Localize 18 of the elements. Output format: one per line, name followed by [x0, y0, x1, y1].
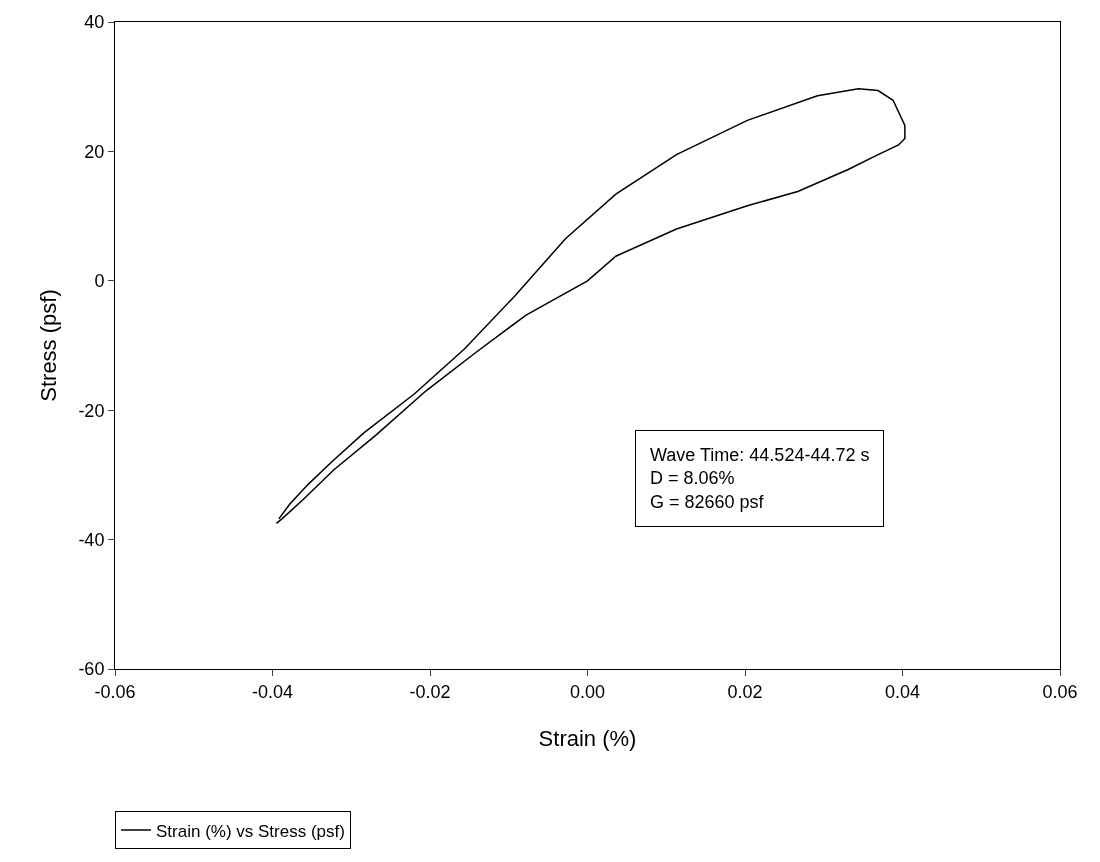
y-tick-label: 0 [94, 271, 105, 292]
y-tick-label: -20 [78, 400, 105, 421]
y-axis-title: Stress (psf) [36, 289, 62, 402]
x-axis-title: Strain (%) [538, 726, 637, 752]
x-tick-label: 0.00 [569, 681, 606, 702]
x-tick-label: 0.04 [884, 681, 921, 702]
y-tick-label: 20 [84, 141, 105, 162]
x-tick-label: 0.06 [1042, 681, 1078, 702]
x-tick-label: -0.04 [251, 681, 294, 702]
y-tick-label: -60 [78, 659, 105, 680]
annotation: Wave Time: 44.524-44.72 s D = 8.06% G = 82660 psf [650, 445, 870, 512]
x-tick-label: 0.02 [727, 681, 763, 702]
legend-label: Strain (%) vs Stress (psf) [156, 821, 345, 841]
x-tick-label: -0.02 [409, 681, 451, 702]
y-tick-label: -40 [78, 529, 105, 550]
y-tick-label: 40 [84, 12, 105, 33]
line-series [275, 87, 906, 525]
x-tick-label: -0.06 [94, 681, 136, 702]
